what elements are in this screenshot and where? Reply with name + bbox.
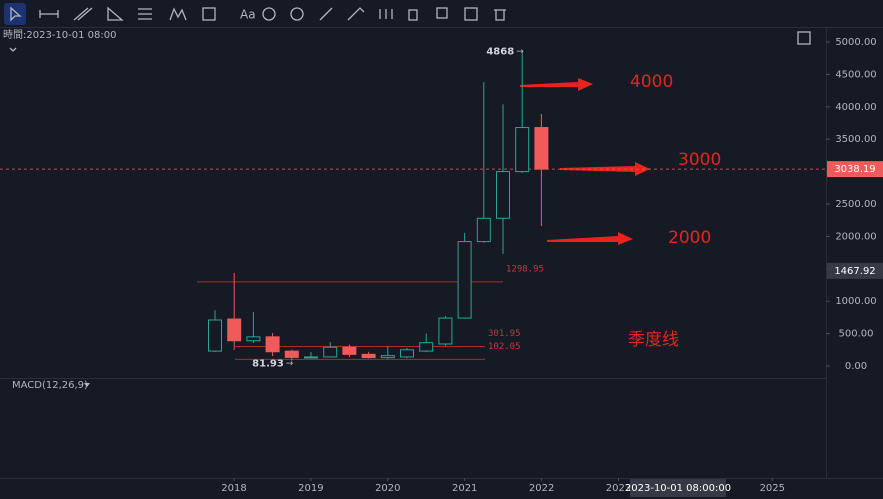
x-tick-label: 2022 (529, 483, 554, 494)
candle-body (400, 349, 414, 358)
max-arrow: → (516, 47, 524, 57)
measure-tool[interactable] (202, 7, 216, 21)
candle-body (515, 127, 530, 173)
y-tick-label: 500.00 (839, 329, 874, 340)
level-label: 301.95 (488, 329, 521, 339)
crosshair-time-bg (630, 479, 726, 497)
min-label: 81.93 (252, 359, 284, 370)
macd-label: MACD(12,26,9) (12, 380, 88, 391)
candle-body (227, 318, 242, 342)
x-tick-label: 2021 (452, 483, 477, 494)
y-tick-label: 4000.00 (835, 102, 876, 113)
candle-tool[interactable] (379, 9, 393, 19)
cursor-icon (10, 6, 22, 22)
annotation: 3000 (678, 150, 721, 170)
brush-tool[interactable] (347, 7, 365, 21)
fullscreen-button[interactable] (797, 31, 811, 45)
level-label: 1298.95 (506, 264, 544, 274)
annotation: 2000 (668, 228, 711, 248)
candle-body (534, 127, 549, 170)
candle-body (323, 346, 338, 358)
arrow (560, 162, 650, 176)
y-tick-label: 0.00 (845, 361, 867, 372)
candle-body (265, 336, 280, 353)
arrow (520, 78, 593, 91)
cursor-tool[interactable] (4, 3, 26, 25)
fib-tool[interactable] (138, 8, 152, 20)
candle-body (208, 319, 222, 352)
collapse-icon[interactable] (9, 47, 17, 52)
y-tick-label: 4500.00 (835, 69, 876, 80)
min-arrow: → (286, 359, 294, 369)
y-tick-label: 1000.00 (835, 296, 876, 307)
text-tool[interactable]: Aa (240, 8, 256, 22)
y-tick-label: 3500.00 (835, 134, 876, 145)
price-label: 3038.19 (834, 164, 875, 175)
toolbar: Aa (4, 3, 506, 25)
x-tick-label: 2023 (606, 483, 631, 494)
lock-tool[interactable] (408, 9, 418, 21)
channel-tool[interactable] (73, 7, 93, 21)
delete-tool[interactable] (494, 9, 506, 21)
magnet-tool[interactable] (290, 7, 304, 21)
macd-menu[interactable] (84, 383, 90, 387)
candle-body (284, 350, 299, 358)
line-tool[interactable] (39, 10, 59, 18)
note-tool[interactable] (464, 7, 478, 21)
pattern-tool[interactable] (262, 7, 276, 21)
crosshair-time-label: 2023-10-01 08:00:00 (625, 483, 731, 494)
arrow (547, 232, 633, 245)
candle-body (246, 336, 261, 342)
annotation: 季度线 (628, 330, 679, 350)
max-label: 4868 (486, 47, 514, 58)
annotation: 4000 (630, 72, 673, 92)
candle-body (380, 355, 395, 359)
wave-tool[interactable] (169, 7, 187, 21)
candle-body (342, 346, 357, 355)
candle-body (361, 353, 376, 359)
price-label-bg (827, 161, 883, 178)
crosshair-price-label: 1467.92 (834, 266, 875, 277)
candle-body (457, 241, 472, 319)
candle-body (304, 356, 318, 359)
ruler-tool[interactable] (319, 7, 333, 21)
x-tick-label: 2018 (221, 483, 246, 494)
candle-body (496, 171, 510, 219)
candle-body (438, 317, 453, 345)
annotation-arrows (520, 78, 650, 245)
y-tick-label: 5000.00 (835, 37, 876, 48)
crosshair-price-bg (827, 262, 883, 279)
x-tick-label: 2025 (760, 483, 785, 494)
header-time: 時間:2023-10-01 08:00 (3, 29, 116, 41)
x-tick-label: 2020 (375, 483, 400, 494)
copy-tool[interactable] (436, 7, 448, 19)
x-tick-label: 2019 (298, 483, 323, 494)
y-tick-label: 2500.00 (835, 199, 876, 210)
candle-body (476, 217, 491, 243)
y-tick-label: 2000.00 (835, 231, 876, 242)
level-label: 102.05 (488, 342, 521, 352)
candle-body (419, 342, 434, 352)
triangle-tool[interactable] (107, 6, 124, 21)
